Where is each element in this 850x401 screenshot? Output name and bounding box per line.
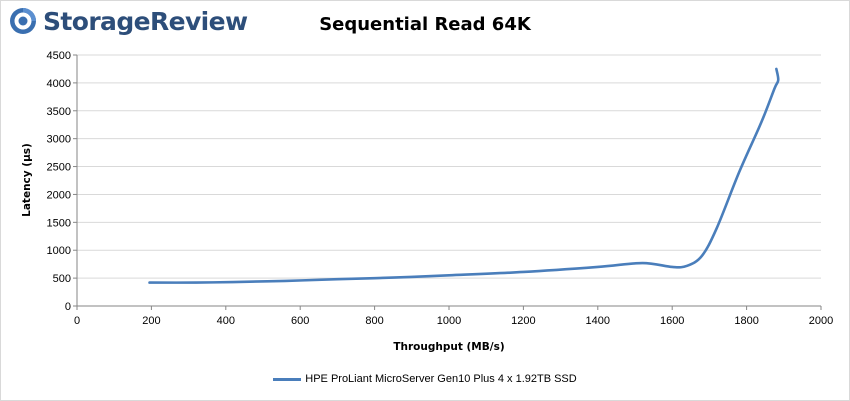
legend: HPE ProLiant MicroServer Gen10 Plus 4 x … — [0, 373, 850, 385]
x-tick-labels: 0 200 400 600 800 1000 1200 1400 1600 1800 2000 — [74, 315, 833, 327]
y-tick-label: 2000 — [47, 189, 71, 201]
y-tick-label: 3000 — [47, 134, 71, 146]
x-tick-label: 2000 — [809, 315, 833, 327]
legend-swatch — [273, 377, 302, 381]
series-line — [148, 67, 780, 284]
legend-entry: HPE ProLiant MicroServer Gen10 Plus 4 x … — [305, 373, 577, 385]
y-tick-label: 4000 — [47, 78, 71, 90]
y-tick-label: 3500 — [47, 106, 71, 118]
x-tick-label: 600 — [291, 315, 309, 327]
x-tick-label: 1000 — [437, 315, 461, 327]
x-tick-label: 800 — [365, 315, 383, 327]
grid-lines — [77, 54, 821, 279]
x-tick-label: 1200 — [511, 315, 535, 327]
x-tick-label: 400 — [217, 315, 235, 327]
y-tick-label: 0 — [65, 301, 71, 313]
brand-name: StorageReview — [43, 6, 248, 36]
x-tick-label: 1600 — [660, 315, 684, 327]
x-tick-label: 0 — [74, 315, 80, 327]
series-group — [148, 67, 780, 284]
y-tick-label: 1000 — [47, 245, 71, 257]
y-tick-label: 2500 — [47, 162, 71, 174]
y-axis-label: Latency (µs) — [21, 143, 33, 217]
x-tick-label: 1400 — [586, 315, 610, 327]
x-axis-label: Throughput (MB/s) — [393, 341, 504, 353]
axes — [73, 54, 822, 310]
y-tick-label: 500 — [53, 273, 71, 285]
y-tick-label: 1500 — [47, 217, 71, 229]
x-tick-label: 1800 — [734, 315, 758, 327]
x-tick-label: 200 — [142, 315, 160, 327]
y-tick-label: 4500 — [47, 50, 71, 62]
storagereview-logo-icon — [10, 8, 36, 34]
brand-logo: StorageReview — [8, 4, 248, 38]
chart-title: Sequential Read 64K — [319, 14, 531, 35]
y-tick-labels: 0 500 1000 1500 2000 2500 3000 3500 4000 4500 — [47, 50, 71, 313]
